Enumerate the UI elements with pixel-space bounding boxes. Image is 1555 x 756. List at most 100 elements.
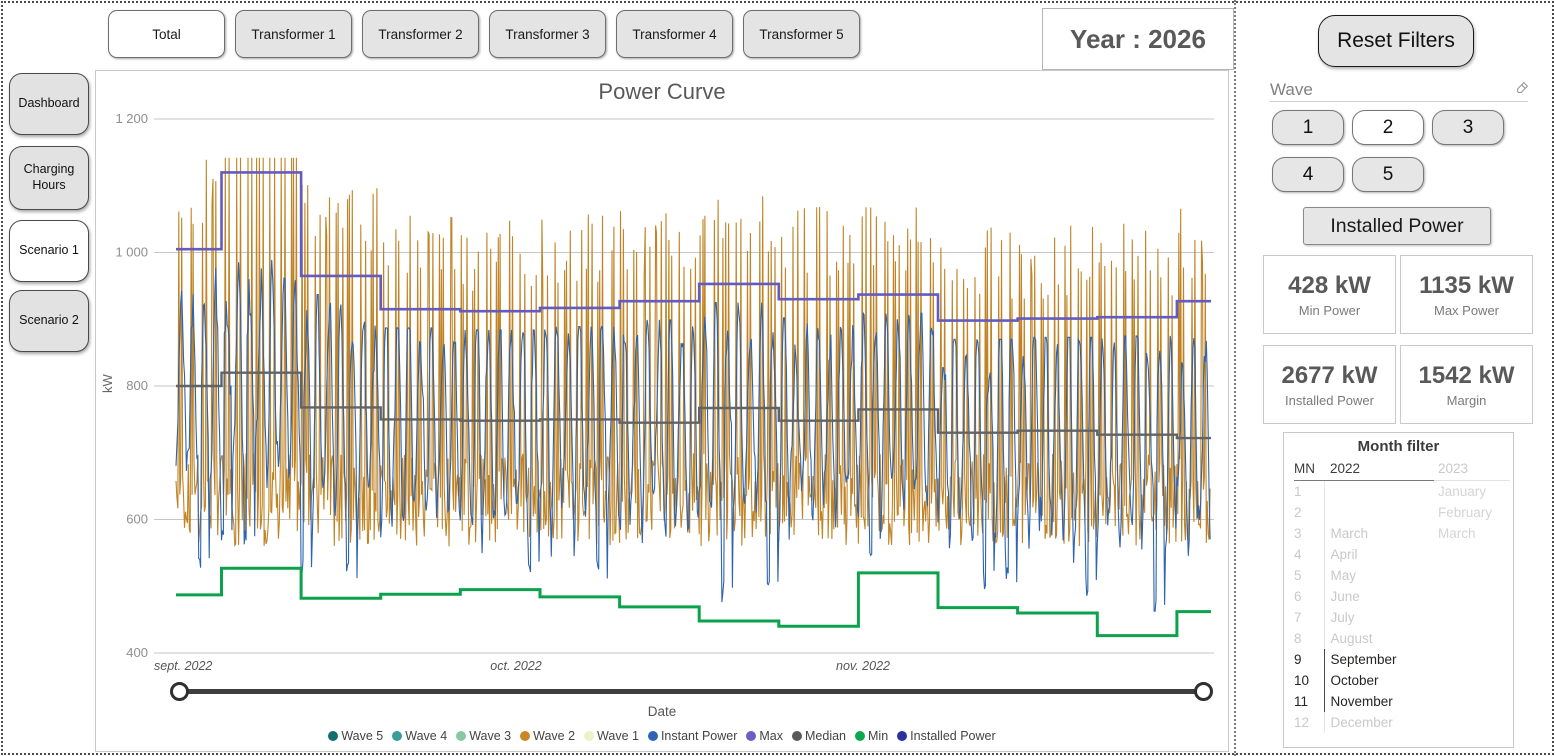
month-row-8[interactable]: 8 August xyxy=(1294,628,1510,649)
sidebar-item-charging-hours[interactable]: Charging Hours xyxy=(9,146,89,210)
month-number: 12 xyxy=(1294,715,1310,730)
legend-item-wave-5: Wave 5 xyxy=(328,729,383,743)
month-row-11[interactable]: 11 November xyxy=(1294,691,1510,712)
legend-dot xyxy=(647,731,658,741)
month-2022-cell[interactable]: November xyxy=(1323,691,1434,712)
month-number: 11 xyxy=(1294,694,1309,709)
month-2022-cell[interactable]: May xyxy=(1323,565,1434,586)
sidebar-item-dashboard[interactable]: Dashboard xyxy=(9,73,89,135)
tab-transformer-3[interactable]: Transformer 3 xyxy=(489,10,606,58)
month-2022-cell[interactable]: October xyxy=(1323,670,1434,691)
power-curve-chart-card: Power Curve 400 600 800 1 000 1 200 kW sept. 2… xyxy=(95,70,1229,752)
month-row-4[interactable]: 4 April xyxy=(1294,544,1510,565)
date-range-slider-handle-left[interactable] xyxy=(170,682,189,701)
date-range-slider-handle-right[interactable] xyxy=(1194,682,1213,701)
month-row-12[interactable]: 12 December xyxy=(1294,712,1510,733)
svg-text:oct. 2022: oct. 2022 xyxy=(490,659,541,673)
month-number: 4 xyxy=(1294,547,1302,562)
chart-legend: Wave 5 Wave 4 Wave 3 Wave 2 Wave 1 Insta… xyxy=(96,729,1228,743)
month-number: 3 xyxy=(1294,526,1302,541)
month-number: 5 xyxy=(1294,568,1302,583)
month-row-3[interactable]: 3 March March xyxy=(1294,523,1510,544)
month-2023-cell[interactable] xyxy=(1434,712,1510,733)
legend-label: Max xyxy=(759,729,784,743)
legend-item-wave-2: Wave 2 xyxy=(520,729,575,743)
tab-transformer-4[interactable]: Transformer 4 xyxy=(616,10,733,58)
month-row-10[interactable]: 10 October xyxy=(1294,670,1510,691)
legend-item-instant-power: Instant Power xyxy=(647,729,737,743)
reset-filters-button[interactable]: Reset Filters xyxy=(1318,15,1474,67)
legend-item-wave-1: Wave 1 xyxy=(584,729,639,743)
month-row-9[interactable]: 9 September xyxy=(1294,649,1510,670)
month-filter-table: MN 2022 2023 1 January 2 February 3 March Ma… xyxy=(1294,459,1510,733)
legend-dot xyxy=(855,731,866,741)
month-2023-cell[interactable] xyxy=(1434,607,1510,628)
tab-transformer-1[interactable]: Transformer 1 xyxy=(235,10,352,58)
month-2022-cell[interactable]: December xyxy=(1323,712,1434,733)
legend-item-median: Median xyxy=(792,729,846,743)
wave-option-2[interactable]: 2 xyxy=(1352,110,1424,145)
legend-label: Wave 3 xyxy=(469,729,512,743)
month-2023-cell[interactable] xyxy=(1434,586,1510,607)
legend-dot xyxy=(746,731,757,741)
month-row-7[interactable]: 7 July xyxy=(1294,607,1510,628)
month-number: 1 xyxy=(1294,484,1302,499)
month-2023-cell[interactable] xyxy=(1434,544,1510,565)
month-row-1[interactable]: 1 January xyxy=(1294,480,1510,502)
month-2022-cell[interactable]: September xyxy=(1323,649,1434,670)
legend-dot xyxy=(584,731,595,741)
svg-text:800: 800 xyxy=(126,378,148,393)
legend-dot xyxy=(456,731,467,741)
month-2022-cell[interactable]: August xyxy=(1323,628,1434,649)
installed-power-button[interactable]: Installed Power xyxy=(1303,207,1491,245)
column-header-mn[interactable]: MN xyxy=(1294,459,1324,481)
tab-transformer-5[interactable]: Transformer 5 xyxy=(743,10,860,58)
legend-label: Wave 2 xyxy=(533,729,576,743)
month-number: 9 xyxy=(1294,652,1302,667)
stat-value: 1135 kW xyxy=(1419,271,1514,299)
month-2022-cell[interactable]: July xyxy=(1323,607,1434,628)
month-2023-cell[interactable] xyxy=(1434,628,1510,649)
legend-item-max: Max xyxy=(746,729,783,743)
legend-item-wave-4: Wave 4 xyxy=(392,729,447,743)
month-2023-cell[interactable]: January xyxy=(1438,484,1487,499)
sidebar-item-scenario-1[interactable]: Scenario 1 xyxy=(9,220,89,282)
svg-text:600: 600 xyxy=(126,512,148,527)
stat-label: Min Power xyxy=(1298,302,1361,318)
svg-text:1 000: 1 000 xyxy=(115,245,148,260)
month-row-2[interactable]: 2 February xyxy=(1294,502,1510,523)
tab-transformer-2[interactable]: Transformer 2 xyxy=(362,10,479,58)
month-2022-cell[interactable]: March xyxy=(1323,523,1434,544)
wave-option-3[interactable]: 3 xyxy=(1432,110,1504,145)
stat-value: 2677 kW xyxy=(1281,361,1378,389)
sidebar-item-scenario-2[interactable]: Scenario 2 xyxy=(9,290,89,352)
wave-filter-underline xyxy=(1270,101,1528,102)
legend-item-installed-power: Installed Power xyxy=(897,729,996,743)
column-header-2022[interactable]: 2022 xyxy=(1324,459,1434,481)
legend-dot xyxy=(792,731,803,741)
power-curve-plot[interactable]: 400 600 800 1 000 1 200 kW sept. 2022 oct. 2022… xyxy=(96,71,1228,677)
month-2022-cell[interactable]: April xyxy=(1323,544,1434,565)
legend-dot xyxy=(897,731,908,741)
month-2023-cell[interactable] xyxy=(1434,670,1510,691)
date-range-slider-track[interactable] xyxy=(179,689,1201,694)
column-header-2023[interactable]: 2023 xyxy=(1434,459,1510,481)
month-2023-cell[interactable]: February xyxy=(1438,505,1493,520)
month-2023-cell[interactable] xyxy=(1434,565,1510,586)
month-2023-cell[interactable] xyxy=(1434,691,1510,712)
legend-dot xyxy=(392,731,403,741)
month-row-6[interactable]: 6 June xyxy=(1294,586,1510,607)
month-2022-cell[interactable] xyxy=(1323,502,1434,523)
wave-option-1[interactable]: 1 xyxy=(1272,110,1344,145)
month-2022-cell[interactable] xyxy=(1323,480,1434,502)
legend-dot xyxy=(520,731,531,741)
legend-label: Median xyxy=(805,729,847,743)
month-2023-cell[interactable]: March xyxy=(1438,526,1476,541)
wave-option-4[interactable]: 4 xyxy=(1272,157,1344,192)
month-2022-cell[interactable]: June xyxy=(1323,586,1434,607)
tab-total[interactable]: Total xyxy=(108,10,225,58)
wave-option-5[interactable]: 5 xyxy=(1352,157,1424,192)
clear-filter-eraser-icon[interactable] xyxy=(1514,80,1530,96)
month-2023-cell[interactable] xyxy=(1434,649,1510,670)
month-row-5[interactable]: 5 May xyxy=(1294,565,1510,586)
